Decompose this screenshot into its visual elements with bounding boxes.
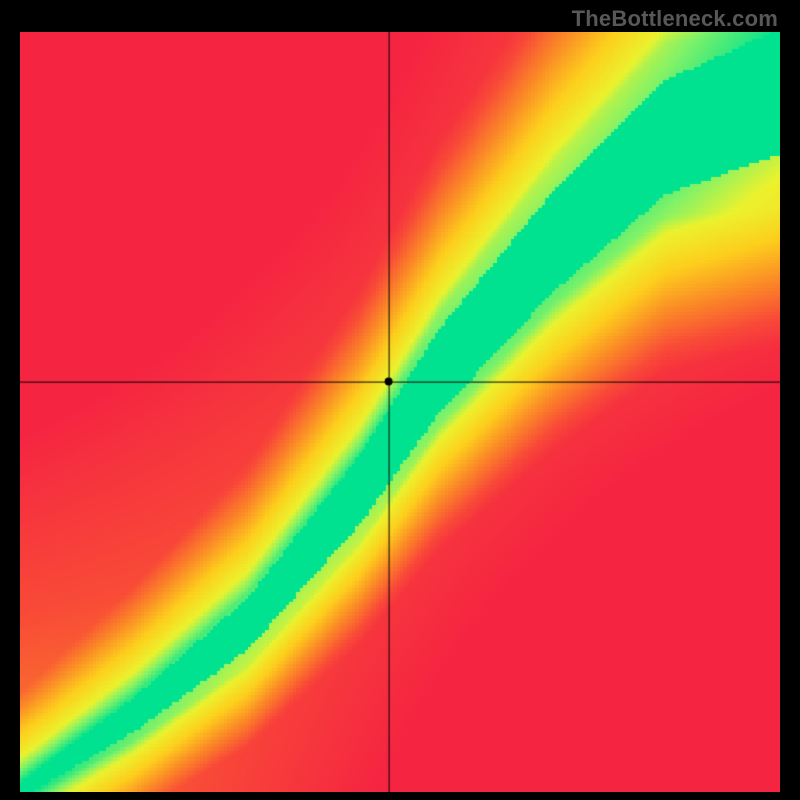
- heatmap-canvas: [20, 32, 780, 792]
- figure-outer: TheBottleneck.com: [0, 0, 800, 800]
- watermark-text: TheBottleneck.com: [572, 6, 778, 32]
- heatmap-plot: [20, 32, 780, 792]
